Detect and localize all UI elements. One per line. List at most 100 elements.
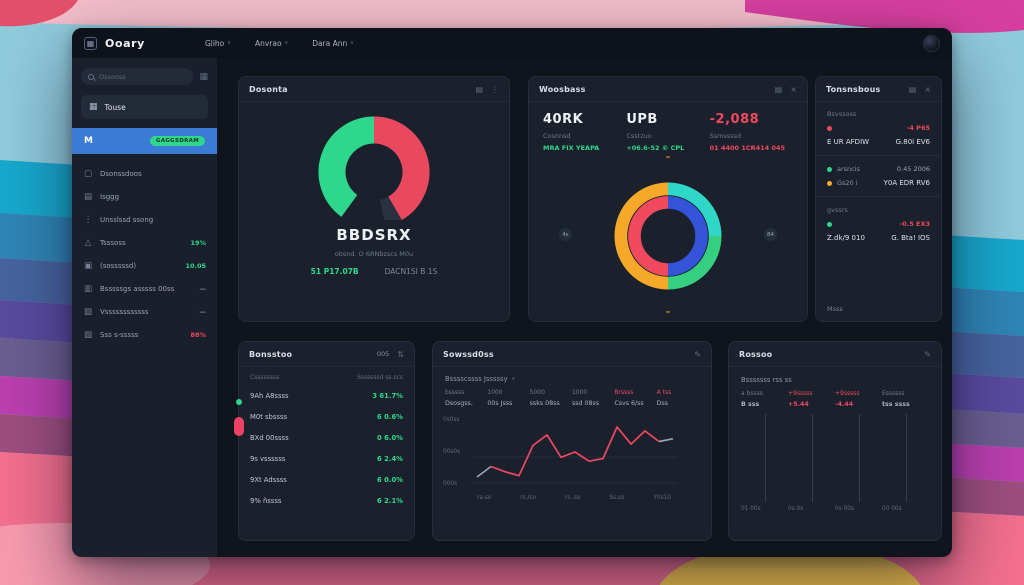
green-dot-icon — [827, 166, 832, 172]
card-title: Dosonta — [249, 84, 288, 94]
chevron-down-icon: ∨ — [284, 40, 289, 46]
card-donut: Woosbass ▤ × 40RK Cosnnsd MRA FIX YEAPA … — [528, 76, 808, 322]
sidebar-item-active[interactable]: M GAGGSDRAM — [72, 128, 217, 154]
app-title: Ooary — [105, 36, 145, 50]
marker-top: ≈ — [665, 154, 671, 161]
card-title: Tonsnsbous — [826, 84, 881, 94]
sidebar-item-6[interactable]: ▥ Bsssssgs asssss 00ss — — [83, 283, 207, 294]
search-icon — [88, 73, 94, 80]
divider — [816, 196, 941, 197]
search-input[interactable] — [99, 72, 187, 81]
chevron-down-icon: ∨ — [227, 40, 231, 46]
topbar: ▦ Ooary Gliho ∨ Anvrao ∨ Dara Ann ∨ — [72, 28, 952, 58]
grid-icon[interactable]: ▦ — [199, 71, 208, 82]
stat-col-3: -2,088 Ssmssssd 01 4400 1CR414 045 — [709, 112, 786, 152]
top-nav: Gliho ∨ Anvrao ∨ Dara Ann ∨ — [205, 39, 354, 48]
sidebar-item-4[interactable]: △ Tsssoss 19% — [84, 237, 206, 248]
card-transactions: Tonsnsbous ▤ × Bsvssoss -4 P65 E UR AFDI… — [815, 76, 942, 322]
red-marker-pill — [234, 417, 244, 436]
orange-dot-icon — [827, 180, 832, 186]
edit-icon[interactable]: ✎ — [924, 349, 931, 359]
trend-stats: bsssss Dsosgss, 1000 00s Jsss 5000 ssks 08s… — [445, 389, 672, 407]
sort-icon[interactable]: ⇅ — [397, 349, 404, 359]
app-window: ▦ Ooary Gliho∨ Anvrao∨ Dara Ann∨ ▦ ▦ To — [72, 28, 952, 557]
sidebar-item-5[interactable]: ▣ (sosssssd) 10.05 — [83, 260, 206, 271]
count-badge: 005 — [376, 350, 390, 358]
triangle-icon: △ — [84, 237, 92, 248]
folder-icon: ▣ — [83, 260, 93, 271]
chevron-down-icon: ∨ — [511, 376, 516, 382]
more-link[interactable]: Msss — [827, 305, 843, 313]
item-value: 88% — [190, 330, 206, 339]
nav-item-3[interactable]: Dara Ann ∨ — [312, 38, 354, 48]
sidebar: ▦ ▦ Touse M GAGGSDRAM ▢ Dsonssdoos ▤ Isg… — [72, 58, 217, 557]
table-row[interactable]: 9Ah A8ssss 3 61.7% — [250, 391, 403, 400]
bubble-right: 84 — [764, 228, 777, 241]
panel-icon[interactable]: ▤ — [774, 84, 783, 94]
bars-stats: a bssss B sss +9sssss +5.44 +9sssss -4.44 E… — [741, 390, 910, 408]
dots-icon: ⋮ — [83, 214, 93, 225]
sidebar-menu: ▢ Dsonssdoos ▤ Isggg ⋮ Unsslssd ssong △ … — [81, 162, 208, 346]
trend-filter[interactable]: Bsssscssss Jsssssy ∨ — [445, 375, 516, 383]
table-row[interactable]: 9% ñssss 6 2.1% — [250, 496, 403, 505]
table-row[interactable]: 9Xt Adssss 6 0.0% — [250, 475, 403, 484]
gauge-big-value: BBDSRX — [336, 226, 412, 244]
x-axis-labels: 01 00s 0s 0s 0s 00s 00 00s — [741, 506, 902, 512]
column-header: Cssssssss — [250, 374, 280, 381]
nav-item-2[interactable]: Anvrao ∨ — [254, 38, 289, 48]
sidebar-item-home[interactable]: ▦ Touse — [81, 95, 208, 119]
line-chart — [473, 426, 677, 484]
card-title: Rossoo — [739, 349, 773, 359]
more-icon[interactable]: ⋮ — [491, 84, 499, 94]
table-row[interactable]: BXd 00ssss 0 6.0% — [250, 433, 403, 442]
donut-zone: ≈ 4s 84 ≈ — [529, 154, 807, 316]
x-axis-labels: ra.so rs./so rs..so Ss.so Y0s10 — [477, 495, 671, 501]
close-icon[interactable]: × — [924, 84, 931, 94]
sidebar-item-8[interactable]: ▨ Sss s-sssss 88% — [83, 329, 206, 340]
panel-icon: ▥ — [83, 283, 93, 294]
edit-icon[interactable]: ✎ — [694, 349, 701, 359]
card-bars: Rossoo ✎ Bsssssss rss ss a bssss B sss +9… — [728, 341, 942, 541]
list-icon: ▤ — [83, 191, 93, 202]
sidebar-item-3[interactable]: ⋮ Unsslssd ssong — [83, 214, 154, 225]
section-label: Bsvssoss — [827, 110, 857, 118]
card-title: Sowssd0ss — [443, 349, 494, 359]
gauge-stat-secondary: DACN1SI B 1S — [384, 267, 438, 276]
gauge-stat-positive: 51 P17.07B — [310, 267, 359, 276]
green-marker-dot — [236, 399, 242, 405]
layers-icon: ▧ — [83, 306, 93, 317]
item-value: — — [199, 307, 207, 316]
status-badge: GAGGSDRAM — [150, 136, 205, 146]
marker-bottom: ≈ — [665, 309, 671, 316]
stat-col-1: 40RK Cosnnsd MRA FIX YEAPA — [543, 112, 600, 152]
item-value: 19% — [190, 238, 206, 247]
document-icon: ▢ — [83, 168, 93, 179]
table-row[interactable]: 9s vssssss 6 2.4% — [250, 454, 403, 463]
card-title: Bonsstoo — [249, 349, 293, 359]
nav-item-1[interactable]: Gliho ∨ — [204, 38, 231, 48]
green-dot-icon — [827, 221, 832, 227]
user-avatar[interactable] — [923, 34, 940, 52]
bubble-left: 4s — [559, 228, 572, 241]
donut-chart — [614, 182, 722, 290]
column-header: Sssssssd ss.scs — [357, 374, 403, 381]
panel-icon[interactable]: ▤ — [475, 84, 483, 94]
app-logo-icon: ▦ — [84, 36, 97, 50]
sidebar-item-7[interactable]: ▧ Vssssssssssss — — [83, 306, 207, 317]
item-value: — — [199, 284, 207, 293]
divider — [816, 155, 941, 156]
search-box — [81, 68, 194, 85]
close-icon[interactable]: × — [790, 84, 797, 94]
sidebar-item-1[interactable]: ▢ Dsonssdoos — [83, 168, 142, 179]
sidebar-item-2[interactable]: ▤ Isggg — [83, 191, 120, 202]
red-dot-icon — [827, 125, 832, 131]
main-content: Dosonta ▤ ⋮ BBDSRX obsnd. O 6RNbzscs M0u… — [217, 58, 952, 557]
gauge-subtitle: obsnd. O 6RNbzscs M0u — [334, 250, 414, 258]
stat-col-2: UPB Csstzuo +06.6-52 © CPL — [626, 112, 685, 152]
table-row[interactable]: M0t sbssss 6 0.6% — [250, 412, 403, 421]
panel-icon[interactable]: ▤ — [908, 84, 917, 94]
card-title: Woosbass — [539, 84, 586, 94]
home-icon: ▦ — [89, 102, 98, 112]
chevron-down-icon: ∨ — [350, 40, 354, 46]
bars-label: Bsssssss rss ss — [741, 376, 792, 384]
